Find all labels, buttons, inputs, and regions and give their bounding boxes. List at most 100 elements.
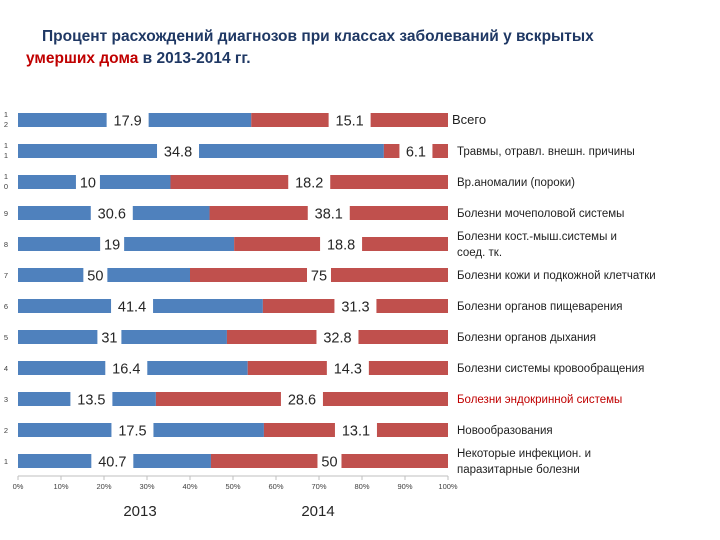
category-label: Болезни системы кровообращения	[457, 363, 644, 375]
data-label-2014: 13.1	[342, 424, 370, 440]
x-tick-label: 90%	[397, 482, 412, 491]
value-labels-layer: 17.9 15.1 34.8 6.1 10 18.2 30.6 38.1 19 18.8 50 75 4…	[70, 110, 433, 471]
chart-title: Процент расхождений диагнозов при класса…	[26, 26, 686, 70]
data-label-2013: 50	[87, 269, 103, 285]
x-tick-label: 0%	[13, 482, 24, 491]
y-tick-label: 5	[4, 333, 8, 342]
legend-label-2013: 2013	[123, 503, 156, 520]
y-tick-label: 3	[4, 395, 8, 404]
data-label-bg	[100, 234, 125, 254]
data-label-2013: 17.5	[118, 424, 146, 440]
category-label: соед. тк.	[457, 247, 502, 259]
y-tick-label: 7	[4, 271, 8, 280]
y-tick-label: 8	[4, 240, 8, 249]
y-tick-label: 1	[4, 110, 8, 119]
data-label-bg	[316, 327, 359, 347]
category-label: Болезни мочеполовой системы	[457, 208, 624, 220]
y-tick-label: 6	[4, 302, 8, 311]
y-tick-label: 1	[4, 457, 8, 466]
x-tick-label: 70%	[311, 482, 326, 491]
y-tick-label: 1	[4, 172, 8, 181]
data-label-bg	[75, 172, 100, 192]
data-label-bg	[334, 420, 377, 440]
x-tick-label: 40%	[182, 482, 197, 491]
category-label: Новообразования	[457, 425, 553, 437]
data-label-2014: 31.3	[341, 300, 369, 316]
data-label-2013: 16.4	[112, 362, 140, 378]
data-label-bg	[280, 389, 323, 409]
category-label: Болезни кост.-мыш.системы и	[457, 231, 617, 243]
category-label: Болезни органов пищеварения	[457, 301, 623, 313]
x-tick-label: 10%	[53, 482, 68, 491]
data-label-2014: 15.1	[336, 114, 364, 130]
data-label-bg	[90, 203, 133, 223]
data-label-bg	[111, 420, 154, 440]
legend-label-2014: 2014	[301, 503, 334, 520]
data-label-bg	[317, 451, 342, 471]
data-label-bg	[70, 389, 113, 409]
data-label-2014: 38.1	[315, 207, 343, 223]
category-label: Вр.аномалии (пороки)	[457, 177, 575, 189]
data-label-2013: 13.5	[77, 393, 105, 409]
y-tick-label: 1	[4, 141, 8, 150]
data-label-2014: 32.8	[323, 331, 351, 347]
y-tick-label: 2	[4, 120, 8, 129]
category-label: Некоторые инфекцион. и	[457, 448, 591, 460]
data-label-bg	[334, 296, 377, 316]
data-label-bg	[91, 451, 134, 471]
data-label-2014: 50	[321, 455, 337, 471]
data-label-2014: 28.6	[288, 393, 316, 409]
data-label-bg	[320, 234, 363, 254]
data-label-bg	[328, 110, 371, 130]
x-tick-label: 80%	[354, 482, 369, 491]
category-label: паразитарные болезни	[457, 464, 580, 476]
data-label-2014: 75	[311, 269, 327, 285]
data-label-2014: 18.2	[295, 176, 323, 192]
y-tick-label: 4	[4, 364, 8, 373]
chart-title-line-1: Процент расхождений диагнозов при класса…	[42, 28, 594, 45]
data-label-2013: 10	[80, 176, 96, 192]
data-label-bg	[307, 203, 350, 223]
chart-title-line-2-highlight: умерших дома	[26, 50, 139, 67]
x-axis: 0% 10% 20% 30% 40% 50% 60% 70% 80% 90% 100%	[13, 475, 458, 491]
data-label-2013: 19	[104, 238, 120, 254]
bar-2013	[18, 144, 384, 158]
x-tick-label: 100%	[438, 482, 458, 491]
y-tick-label: 0	[4, 182, 8, 191]
data-label-bg	[106, 110, 149, 130]
chart-title-line-2: в 2013-2014 гг.	[138, 50, 251, 67]
data-label-2013: 40.7	[98, 455, 126, 471]
data-label-bg	[307, 265, 331, 285]
data-label-2014: 18.8	[327, 238, 355, 254]
data-label-bg	[326, 358, 369, 378]
category-label: Болезни эндокринной системы	[457, 394, 622, 406]
bar-2013	[18, 330, 227, 344]
data-label-bg	[111, 296, 154, 316]
category-label: Болезни органов дыхания	[457, 332, 596, 344]
y-tick-label: 1	[4, 151, 8, 160]
category-labels-layer: Всего Травмы, отравл. внешн. причины Вр.ан…	[452, 112, 656, 476]
data-label-2014: 6.1	[406, 145, 426, 161]
data-label-2013: 34.8	[164, 145, 192, 161]
x-tick-label: 50%	[225, 482, 240, 491]
data-label-bg	[83, 265, 108, 285]
x-tick-label: 20%	[96, 482, 111, 491]
x-tick-label: 30%	[139, 482, 154, 491]
data-label-bg	[97, 327, 122, 347]
data-label-2013: 31	[101, 331, 117, 347]
data-label-bg	[288, 172, 331, 192]
category-label: Травмы, отравл. внешн. причины	[457, 146, 635, 158]
x-tick-label: 60%	[268, 482, 283, 491]
data-label-2014: 14.3	[334, 362, 362, 378]
category-label: Болезни кожи и подкожной клетчатки	[457, 270, 656, 282]
legend: 2013 2014	[123, 503, 334, 520]
data-label-bg	[105, 358, 148, 378]
data-label-bg	[399, 141, 433, 161]
data-label-2013: 41.4	[118, 300, 146, 316]
data-label-bg	[157, 141, 200, 161]
data-label-2013: 17.9	[114, 114, 142, 130]
data-label-2013: 30.6	[98, 207, 126, 223]
bar-2013	[18, 237, 235, 251]
